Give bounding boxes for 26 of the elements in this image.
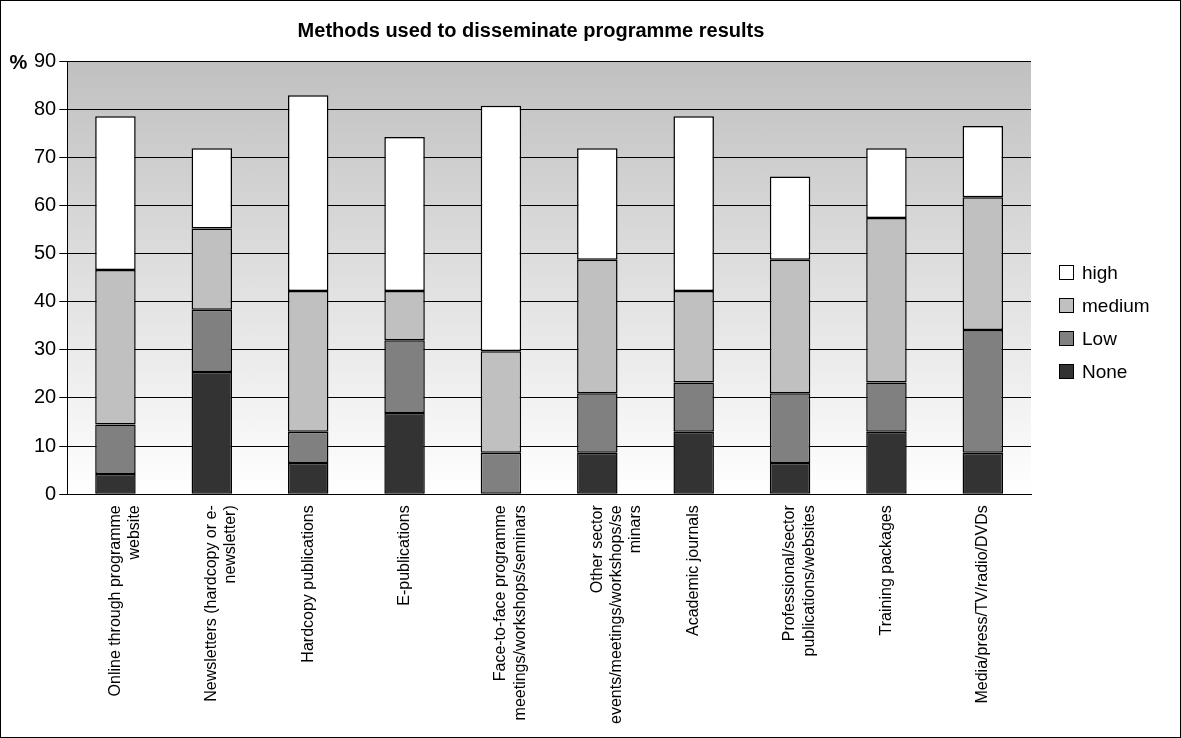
x-tick-label: Media/press/TV/radio/DVDs (973, 505, 991, 704)
legend-label: None (1082, 360, 1128, 383)
y-tick-label: 60 (34, 192, 57, 215)
y-tick-label: 30 (34, 337, 57, 360)
y-tick-label: 40 (34, 289, 57, 312)
y-axis-title: % (9, 50, 28, 73)
x-tick-label: Hardcopy publications (298, 505, 316, 663)
legend-label: medium (1082, 294, 1150, 317)
x-tick-label: Face-to-face programme meetings/workshops/seminars (491, 505, 528, 721)
y-tick-label: 10 (34, 433, 57, 456)
y-tick-label: 50 (34, 241, 57, 264)
x-tick-label: Other sector events/meetings/workshops/se minars (587, 504, 644, 725)
x-tick-label: Professional/sector publications/websites (780, 504, 817, 657)
x-tick-label: Online through programme website (105, 505, 143, 697)
y-tick-label: 80 (34, 96, 57, 119)
x-tick-label: Newsletters (hardcopy or e- newsletter) (202, 505, 239, 702)
y-tick-label: 20 (34, 385, 57, 408)
y-tick-label: 70 (34, 144, 57, 167)
legend-label: Low (1082, 327, 1117, 350)
chart-title: Methods used to disseminate programme results (297, 18, 765, 41)
text: high (1082, 261, 1118, 284)
y-tick-label: 0 (45, 481, 57, 504)
y-tick-label: 90 (34, 48, 57, 71)
x-tick-label: Training packages (876, 505, 894, 636)
x-tick-label: E-publications (394, 505, 412, 606)
x-tick-label: Academic journals (684, 505, 702, 636)
